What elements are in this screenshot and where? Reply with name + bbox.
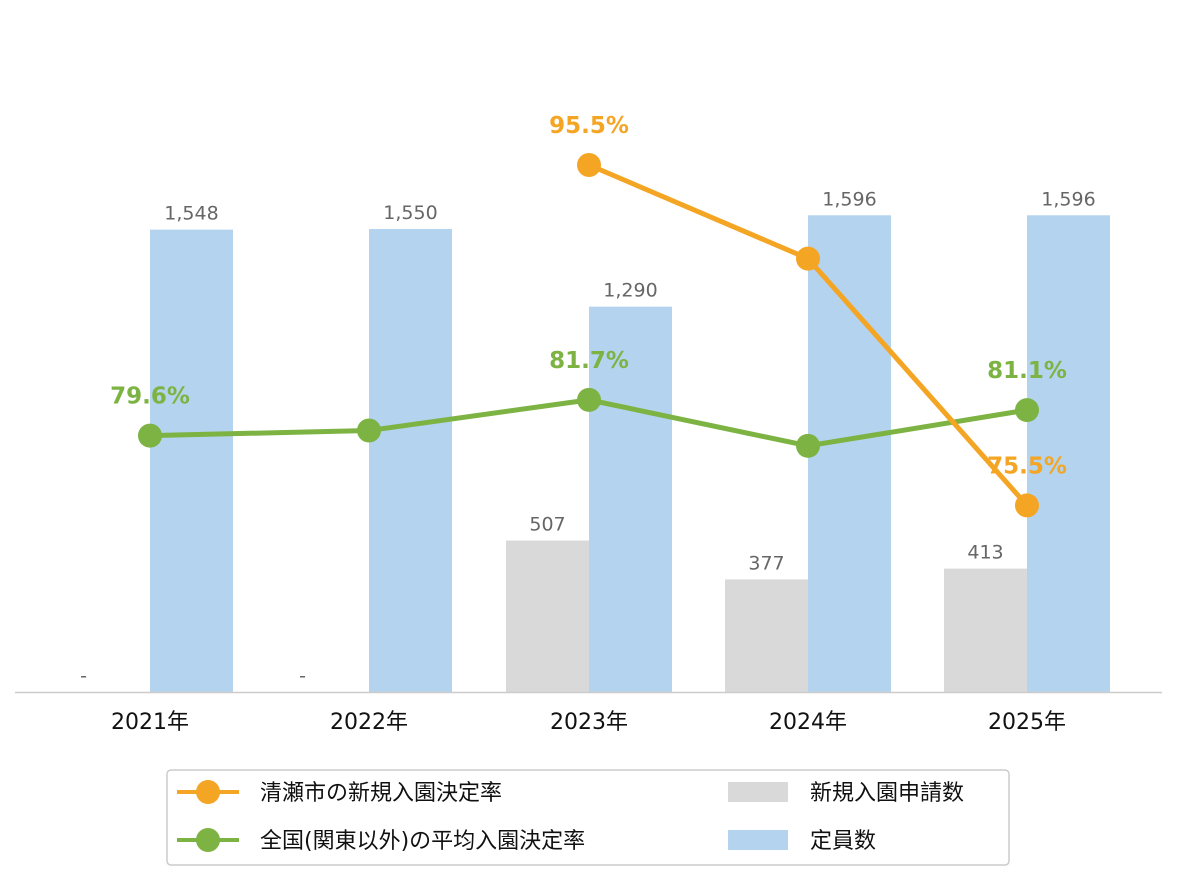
rate-label-city-rate: 75.5% bbox=[987, 453, 1067, 479]
bar-label-applications: - bbox=[80, 665, 87, 687]
lines-layer: 79.6% 81.7% 81.1% 95.5% 75.5% bbox=[110, 113, 1067, 518]
point-city-rate bbox=[577, 153, 601, 177]
point-national-rate bbox=[138, 423, 162, 448]
legend-label-applications: 新規入園申請数 bbox=[810, 781, 964, 806]
legend-item-capacity: 定員数 bbox=[728, 829, 876, 854]
legend-item-city-rate: 清瀬市の新規入園決定率 bbox=[177, 780, 502, 806]
bar-label-capacity: 1,548 bbox=[164, 203, 218, 225]
bars-layer bbox=[150, 215, 1110, 693]
category-labels: 2021年 2022年 2023年 2024年 2025年 bbox=[111, 710, 1066, 735]
bar-label-capacity: 1,290 bbox=[603, 280, 657, 302]
bar-capacity bbox=[369, 229, 452, 692]
legend-swatch-applications bbox=[728, 782, 788, 802]
bar-capacity bbox=[589, 306, 672, 692]
legend-label-national-rate: 全国(関東以外)の平均入園決定率 bbox=[260, 829, 585, 854]
rate-label-national-rate: 81.1% bbox=[987, 358, 1067, 384]
legend-box bbox=[166, 769, 1010, 866]
point-city-rate bbox=[1015, 493, 1039, 518]
bar-capacity bbox=[1027, 215, 1110, 693]
rate-label-national-rate: 79.6% bbox=[110, 384, 190, 410]
bar-applications bbox=[944, 568, 1027, 692]
legend-swatch-capacity bbox=[728, 830, 788, 850]
bar-label-applications: - bbox=[299, 665, 306, 687]
rate-label-city-rate: 95.5% bbox=[549, 113, 629, 139]
legend-label-city-rate: 清瀬市の新規入園決定率 bbox=[260, 781, 502, 806]
bar-label-capacity: 1,596 bbox=[1041, 188, 1095, 210]
legend: 清瀬市の新規入園決定率 全国(関東以外)の平均入園決定率 新規入園申請数 定員数 bbox=[166, 769, 1010, 866]
point-national-rate bbox=[796, 433, 820, 458]
rate-label-national-rate: 81.7% bbox=[549, 348, 629, 374]
bar-applications bbox=[506, 540, 589, 692]
legend-swatch-city-rate-marker bbox=[196, 780, 220, 804]
bar-labels-layer: - 1,548 - 1,550 507 1,290 377 1,596 413 1,596 bbox=[80, 188, 1096, 687]
point-city-rate bbox=[796, 246, 820, 271]
bar-label-applications: 507 bbox=[529, 514, 565, 536]
category-label: 2023年 bbox=[550, 710, 628, 735]
bar-label-applications: 377 bbox=[748, 552, 784, 574]
bar-label-capacity: 1,550 bbox=[383, 202, 437, 224]
legend-item-applications: 新規入園申請数 bbox=[728, 781, 964, 806]
category-label: 2021年 bbox=[111, 710, 189, 735]
legend-item-national-rate: 全国(関東以外)の平均入園決定率 bbox=[177, 828, 585, 854]
bar-label-applications: 413 bbox=[967, 542, 1003, 564]
bar-capacity bbox=[150, 229, 233, 692]
point-national-rate bbox=[357, 418, 381, 443]
bar-applications bbox=[725, 579, 808, 692]
category-label: 2025年 bbox=[988, 710, 1066, 735]
bar-capacity bbox=[808, 215, 891, 693]
point-national-rate bbox=[1015, 398, 1039, 423]
legend-swatch-national-rate-marker bbox=[196, 828, 220, 852]
category-label: 2024年 bbox=[769, 710, 847, 735]
category-label: 2022年 bbox=[330, 710, 408, 735]
point-national-rate bbox=[577, 387, 601, 412]
bar-label-capacity: 1,596 bbox=[822, 188, 876, 210]
legend-label-capacity: 定員数 bbox=[810, 829, 876, 854]
